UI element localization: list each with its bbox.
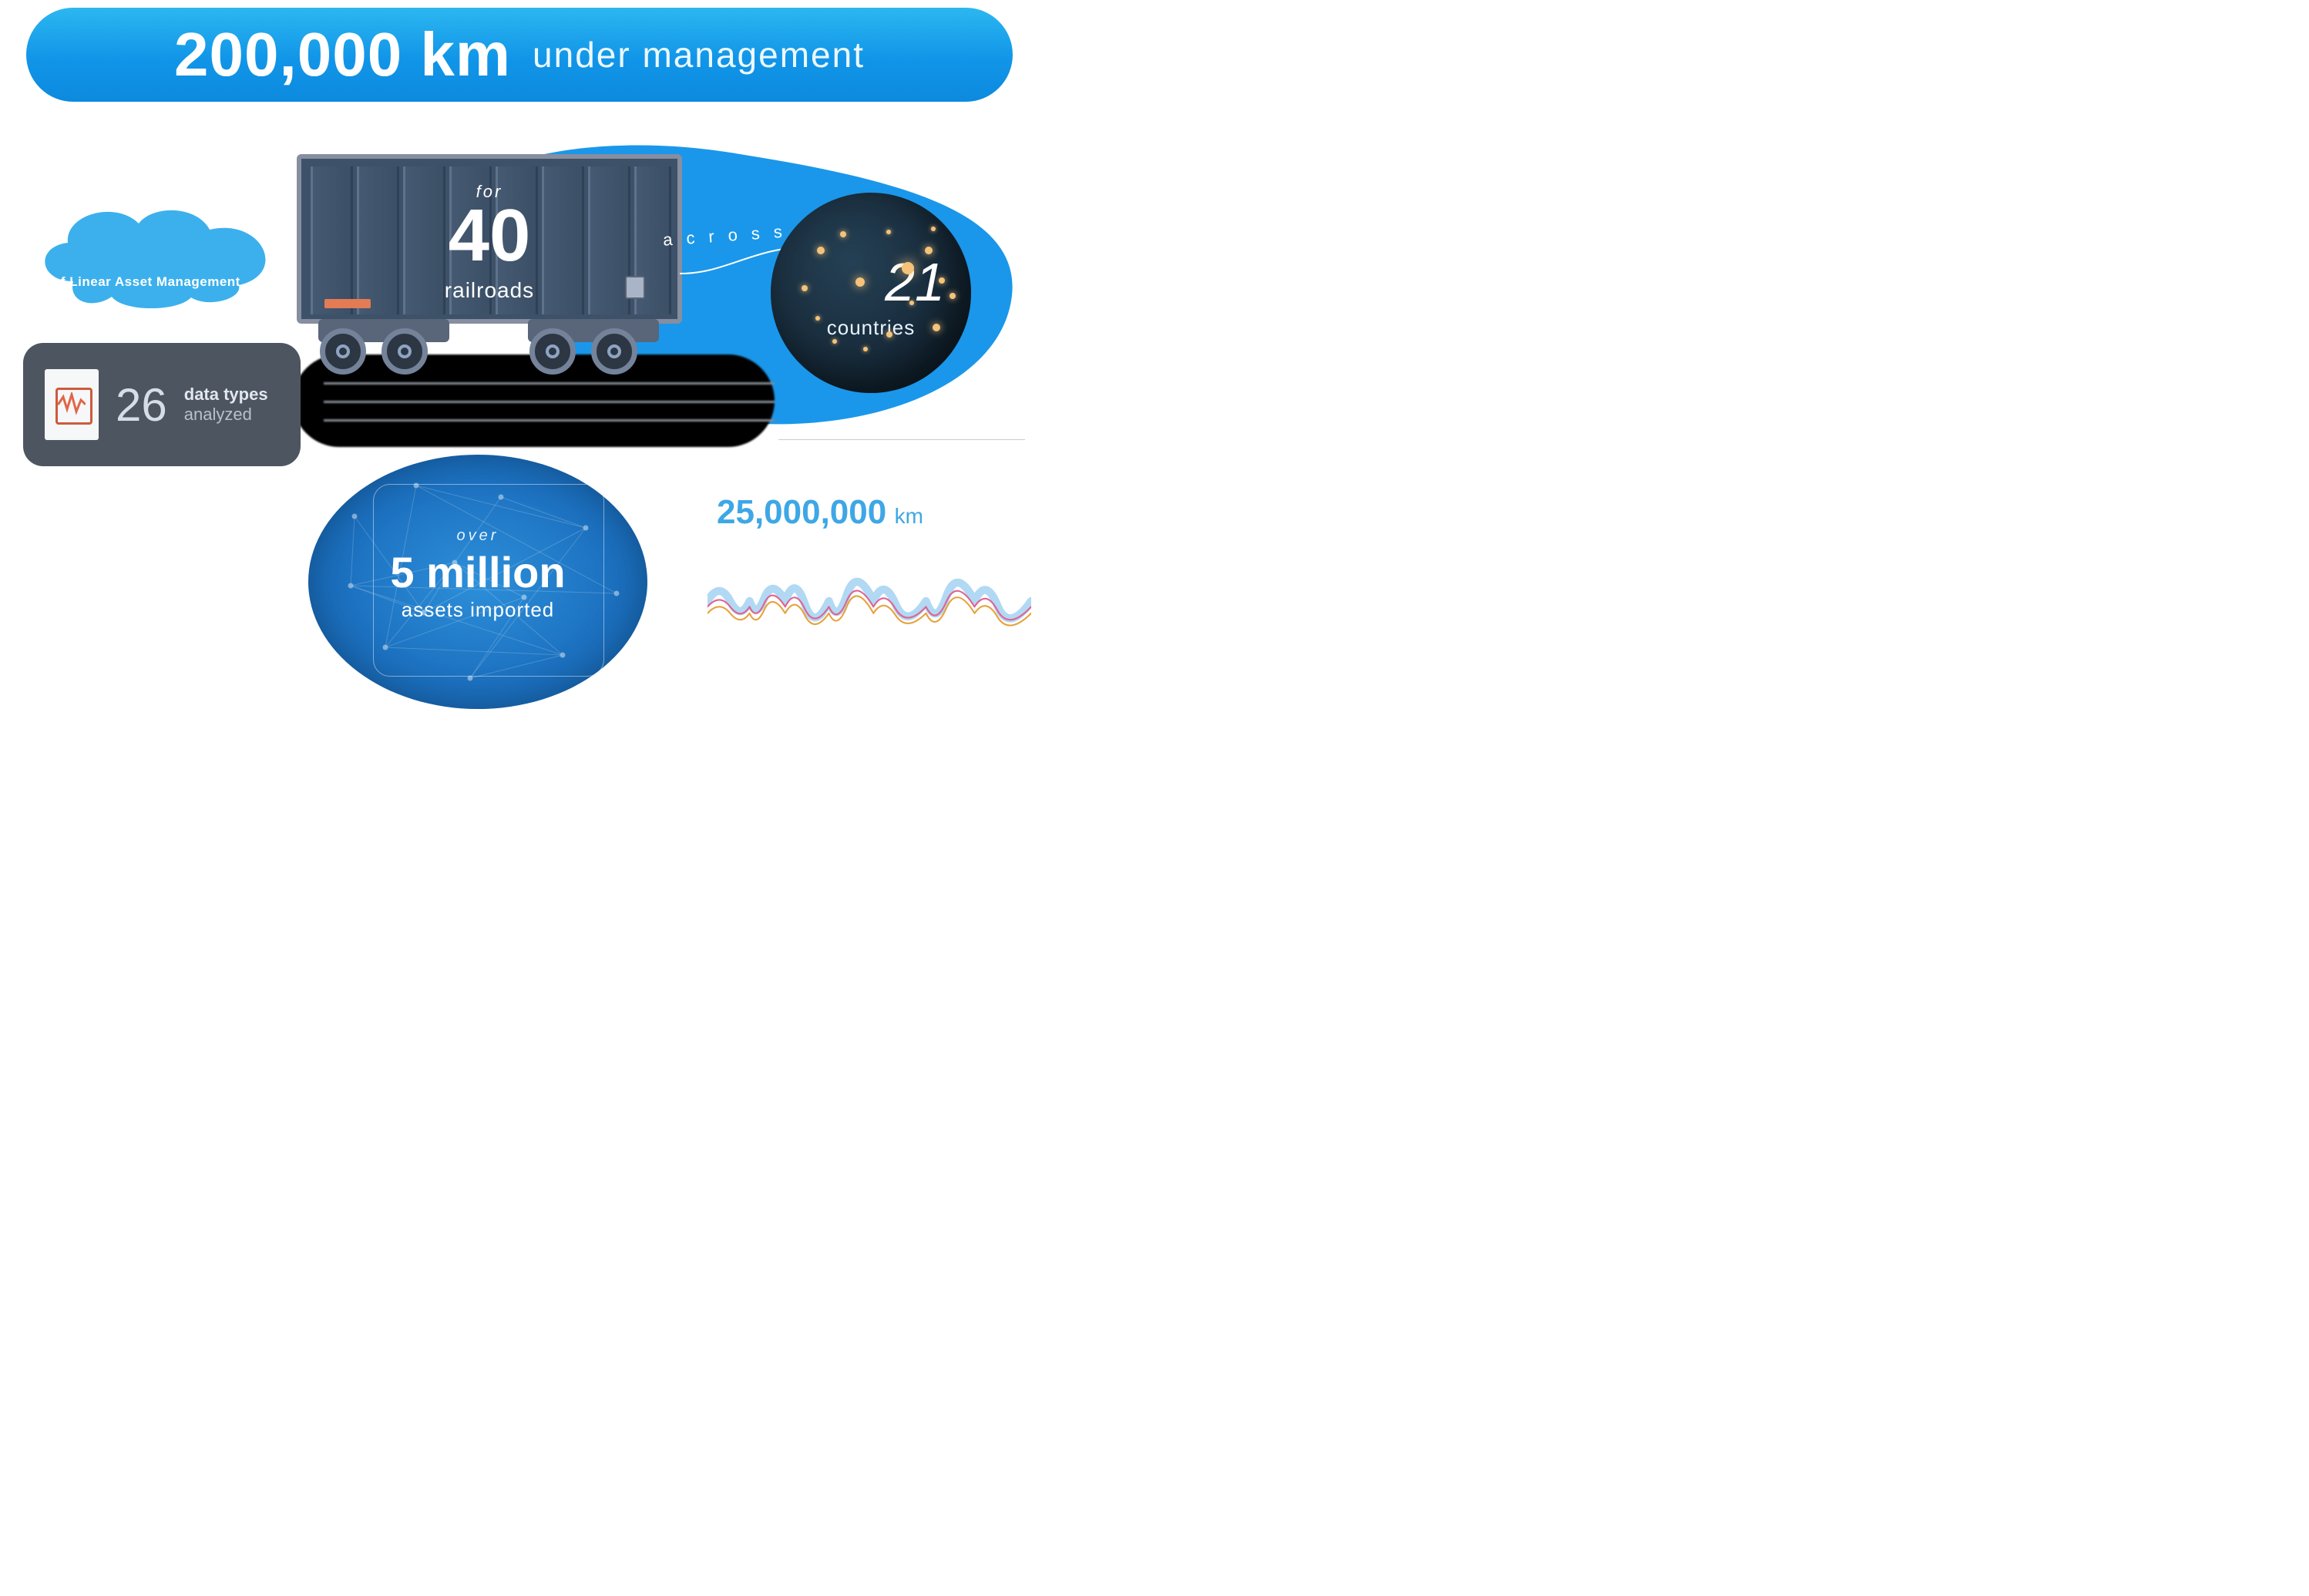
railcar-wheel <box>320 328 366 375</box>
railcar-wheel <box>381 328 428 375</box>
header-label: under management <box>533 34 865 76</box>
assets-ellipse: over 5 million assets imported <box>308 455 647 709</box>
waveform-icon <box>707 555 1031 647</box>
assets-value: 5 million <box>308 547 647 597</box>
km-value: 25,000,000 <box>717 493 886 531</box>
railcar-orange-tag <box>324 299 371 308</box>
assets-unit: assets imported <box>308 598 647 622</box>
globe: 21 countries <box>771 193 971 393</box>
railcar: for 40 railroads <box>297 154 682 393</box>
header-value: 200,000 km <box>174 19 511 90</box>
railcar-wheel <box>591 328 637 375</box>
cloud-stat: of Linear Asset Management <box>31 200 277 308</box>
datatypes-label-light: analyzed <box>184 405 268 425</box>
divider-line <box>778 439 1025 440</box>
railcar-value: 40 <box>301 199 677 273</box>
globe-value: 21 <box>885 251 945 313</box>
document-icon <box>45 369 99 440</box>
km-unit: km <box>895 504 923 528</box>
railcar-body: for 40 railroads <box>297 154 682 324</box>
globe-unit: countries <box>771 316 971 340</box>
header-pill: 200,000 km under management <box>26 8 1013 102</box>
assets-prefix: over <box>308 527 647 545</box>
datatypes-label-bold: data types <box>184 385 268 405</box>
railcar-wheel <box>529 328 576 375</box>
cloud-caption-text: Linear Asset Management <box>69 274 240 289</box>
datatypes-value: 26 <box>116 378 167 432</box>
cloud-caption-prefix: of <box>52 274 66 289</box>
railcar-plate <box>625 276 645 299</box>
datatypes-card: 26 data types analyzed <box>23 343 301 466</box>
cloud-caption: of Linear Asset Management <box>52 274 240 290</box>
km-block: 25,000,000 km <box>717 493 1025 532</box>
